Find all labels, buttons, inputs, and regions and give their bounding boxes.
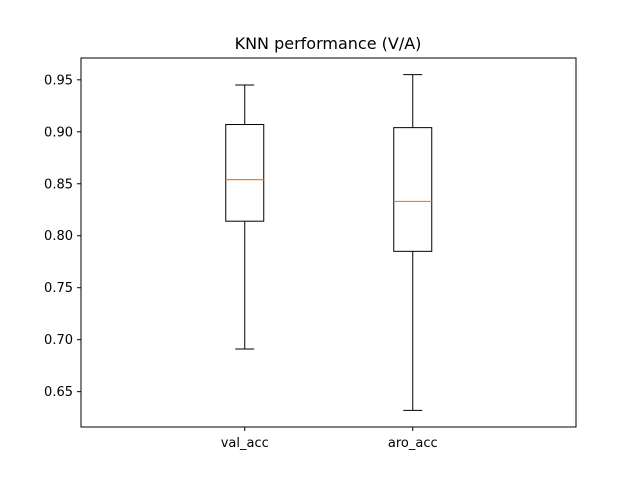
box-iqr [225,124,265,222]
y-tick-label: 0.80 [44,229,73,244]
y-tick-label: 0.75 [44,281,73,296]
axes-frame [80,57,577,428]
y-tick-label: 0.65 [44,385,73,400]
box-iqr [393,127,433,252]
y-tick-label: 0.70 [44,333,73,348]
x-tick-label: val_acc [221,436,269,451]
x-tick-label: aro_acc [388,436,438,451]
y-tick-label: 0.95 [44,73,73,88]
y-tick-label: 0.85 [44,177,73,192]
y-tick-label: 0.90 [44,125,73,140]
plot-area: 0.65 0.70 0.75 0.80 0.85 0.90 0.95 val_acc aro_a… [44,57,577,451]
chart-title: KNN performance (V/A) [235,34,422,53]
